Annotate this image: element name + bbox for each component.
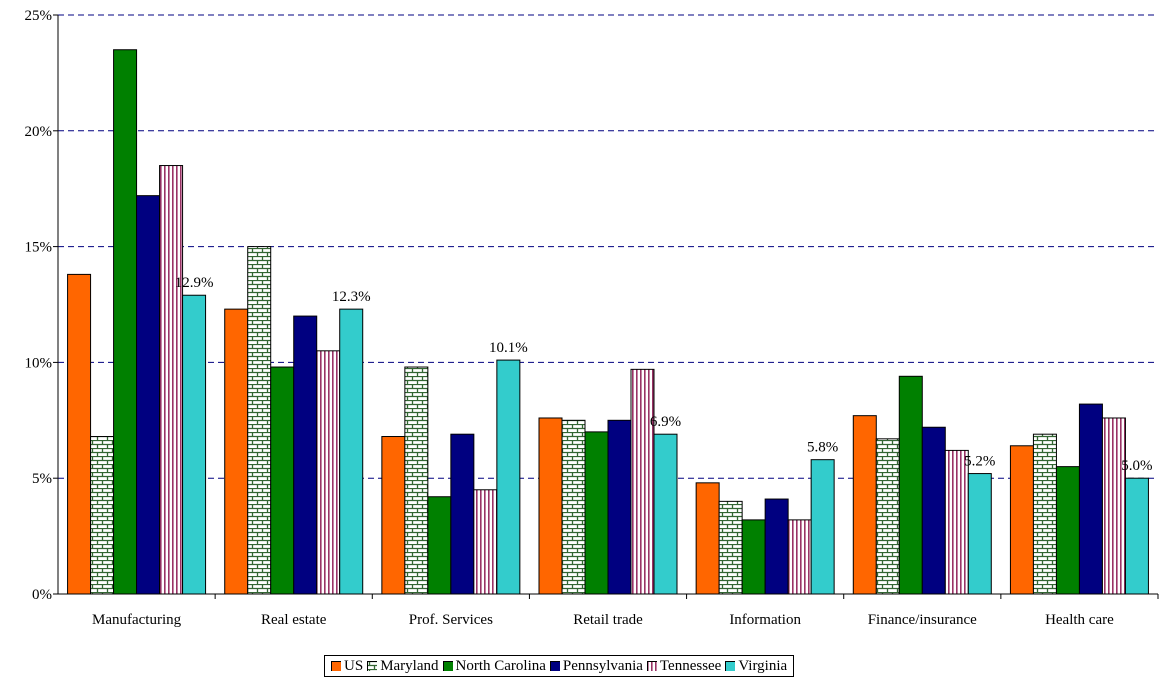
legend-swatch <box>367 661 378 671</box>
bar-maryland <box>875 438 900 595</box>
x-tick-label: Information <box>729 612 801 628</box>
bar-tennessee <box>473 489 498 595</box>
x-tick-label: Retail trade <box>573 612 643 628</box>
bar-tennessee <box>787 519 812 595</box>
data-labels: 12.9% 12.3% 10.1% 6.9% 5.8% 5.2% 5.0% <box>175 275 1153 474</box>
y-tick-label: 0% <box>32 587 52 603</box>
legend-item: US <box>331 658 363 675</box>
legend-item: North Carolina <box>442 657 546 675</box>
data-label: 6.9% <box>650 414 681 430</box>
legend-item: Pennsylvania <box>549 657 643 675</box>
bar-tennessee <box>159 165 184 595</box>
legend-swatch <box>549 661 560 671</box>
bar-us <box>852 415 877 595</box>
bar-tennessee <box>630 368 655 595</box>
bar-virginia <box>339 308 364 595</box>
bar-pennsylvania <box>293 315 318 595</box>
bar-pennsylvania <box>607 419 632 595</box>
legend-label: US <box>344 657 364 674</box>
bar-north-carolina <box>270 366 295 595</box>
y-tick-label: 10% <box>25 355 53 371</box>
data-label: 5.8% <box>807 440 838 456</box>
bar-virginia <box>653 433 678 595</box>
data-label: 5.0% <box>1121 458 1152 474</box>
bar-maryland <box>247 246 272 595</box>
legend: US Maryland North Carolina Pennsylvania Tenn… <box>324 655 795 677</box>
legend-swatch <box>331 661 341 671</box>
bar-north-carolina <box>584 431 609 595</box>
bar-pennsylvania <box>1078 403 1103 595</box>
bar-north-carolina <box>1055 466 1080 595</box>
bars <box>67 49 1149 595</box>
y-tick-label: 25% <box>25 8 53 24</box>
bar-us <box>695 482 720 595</box>
bar-maryland <box>561 419 586 595</box>
bar-us <box>538 417 563 595</box>
bar-us <box>67 273 92 595</box>
legend-swatch <box>725 661 736 671</box>
legend-label: Tennessee <box>659 657 722 674</box>
bar-north-carolina <box>113 49 138 595</box>
x-tick-label: Real estate <box>261 612 327 628</box>
bar-north-carolina <box>427 496 452 595</box>
legend-swatch <box>646 661 657 671</box>
bar-virginia <box>810 459 835 595</box>
bar-pennsylvania <box>450 433 475 595</box>
bar-maryland <box>1032 433 1057 595</box>
legend-label: Maryland <box>380 657 439 674</box>
legend-swatch <box>442 661 453 671</box>
bar-north-carolina <box>898 375 923 595</box>
data-label: 12.9% <box>175 275 214 291</box>
bar-tennessee <box>1101 417 1126 595</box>
legend-item: Tennessee <box>646 657 722 675</box>
bar-tennessee <box>944 449 969 595</box>
y-tick-label: 20% <box>25 124 53 140</box>
legend-label: Virginia <box>738 657 788 674</box>
legend-label: North Carolina <box>455 657 546 674</box>
bar-maryland <box>90 436 115 595</box>
y-tick-label: 5% <box>32 471 52 487</box>
bar-us <box>224 308 249 595</box>
legend-label: Pennsylvania <box>562 657 643 674</box>
bar-virginia <box>967 473 992 595</box>
data-label: 10.1% <box>489 340 528 356</box>
data-label: 5.2% <box>964 454 995 470</box>
x-tick-label: Finance/insurance <box>868 612 977 628</box>
legend-item: Maryland <box>367 657 439 675</box>
bar-pennsylvania <box>921 426 946 595</box>
bar-maryland <box>404 366 429 595</box>
bar-us <box>381 436 406 595</box>
legend-item: Virginia <box>725 658 787 675</box>
bar-maryland <box>718 500 743 595</box>
bar-virginia <box>1124 477 1149 595</box>
data-label: 12.3% <box>332 289 371 305</box>
x-tick-label: Manufacturing <box>92 612 182 628</box>
gridlines <box>58 14 1158 479</box>
bar-virginia <box>496 359 521 595</box>
bar-virginia <box>182 294 207 595</box>
y-tick-label: 15% <box>25 240 53 256</box>
x-tick-label: Prof. Services <box>409 612 493 628</box>
axes: 0% 5% 10% 15% 20% 25% Manufacturing Real estate… <box>25 8 1159 628</box>
x-tick-label: Health care <box>1045 612 1114 628</box>
bar-us <box>1009 445 1034 595</box>
bar-pennsylvania <box>136 195 161 595</box>
bar-north-carolina <box>741 519 766 595</box>
bar-tennessee <box>316 350 341 595</box>
bar-pennsylvania <box>764 498 789 595</box>
